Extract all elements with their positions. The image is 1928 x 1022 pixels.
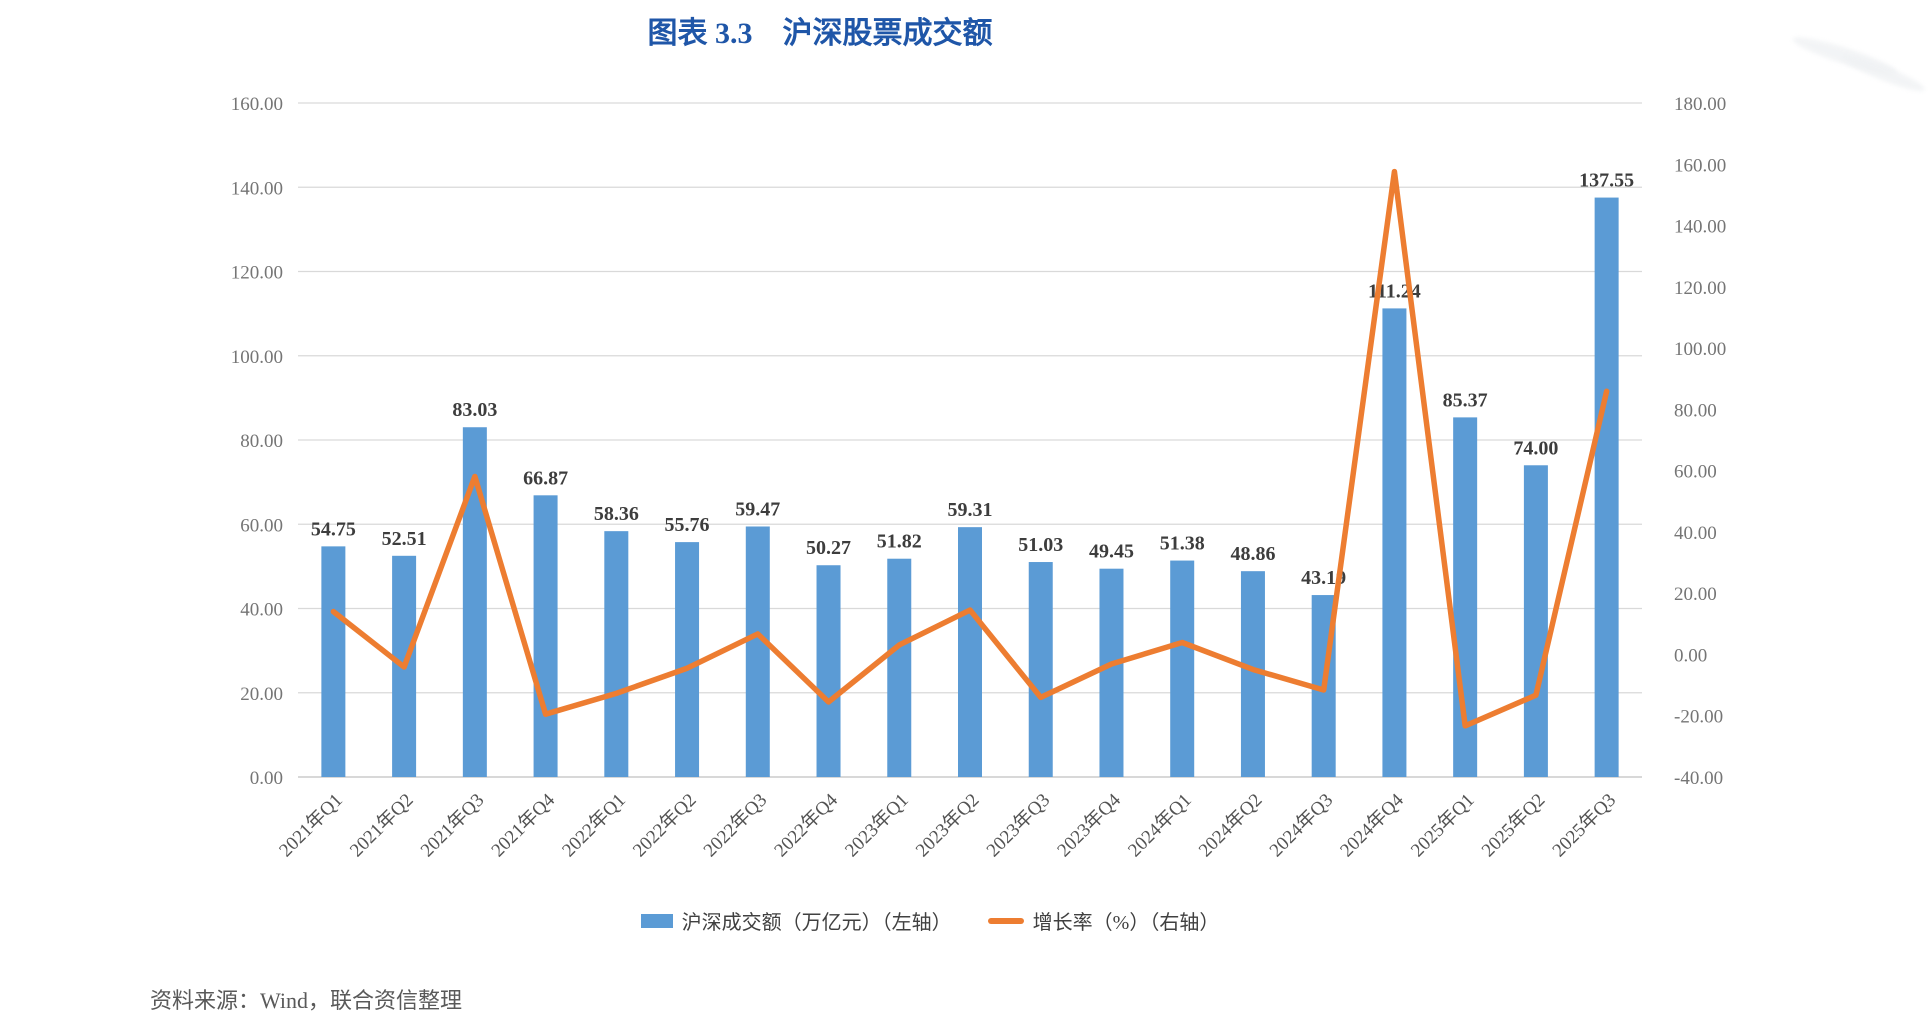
line-series-label: 增长率（%）（右轴） bbox=[1032, 912, 1220, 934]
right-axis-tick-label: 180.00 bbox=[1674, 94, 1726, 115]
bar-value-label: 51.82 bbox=[877, 531, 922, 553]
x-axis-category-label: 2021年Q3 bbox=[416, 789, 488, 861]
right-axis-tick-label: 140.00 bbox=[1674, 217, 1726, 238]
left-axis-tick-label: 160.00 bbox=[231, 94, 283, 115]
x-axis-category-label: 2024年Q3 bbox=[1265, 789, 1337, 861]
bar bbox=[604, 531, 629, 777]
left-axis-tick-label: 0.00 bbox=[250, 768, 283, 789]
x-axis-category-label: 2024年Q2 bbox=[1194, 789, 1266, 861]
bar bbox=[816, 565, 841, 777]
bar bbox=[1028, 562, 1053, 777]
x-axis-category-label: 2023年Q3 bbox=[982, 789, 1054, 861]
bar-value-label: 54.75 bbox=[311, 518, 356, 540]
bar-value-label: 59.47 bbox=[735, 498, 780, 520]
x-axis-category-label: 2025年Q2 bbox=[1477, 789, 1549, 861]
bar bbox=[321, 546, 346, 777]
x-axis-category-label: 2021年Q4 bbox=[487, 789, 560, 862]
right-axis-tick-label: 80.00 bbox=[1674, 400, 1717, 421]
left-axis-tick-label: 120.00 bbox=[231, 263, 283, 284]
bar bbox=[1099, 568, 1124, 777]
bar bbox=[1170, 560, 1195, 777]
x-axis-category-label: 2024年Q1 bbox=[1123, 789, 1195, 861]
left-axis-tick-label: 60.00 bbox=[240, 515, 283, 536]
x-axis-category-label: 2021年Q2 bbox=[345, 789, 417, 861]
bar-value-label: 83.03 bbox=[452, 399, 497, 421]
right-axis-tick-label: 100.00 bbox=[1674, 339, 1726, 360]
bar-value-label: 58.36 bbox=[594, 503, 639, 525]
right-axis-tick-label: 40.00 bbox=[1674, 523, 1717, 544]
bar-value-label: 52.51 bbox=[382, 528, 427, 550]
x-axis-category-label: 2024年Q4 bbox=[1336, 789, 1409, 862]
bar bbox=[675, 542, 700, 777]
bar-value-label: 55.76 bbox=[665, 514, 710, 536]
bar-value-label: 74.00 bbox=[1513, 437, 1558, 459]
right-axis-tick-label: 60.00 bbox=[1674, 462, 1717, 483]
bar-value-label: 66.87 bbox=[523, 467, 568, 489]
x-axis-category-label: 2022年Q1 bbox=[558, 789, 630, 861]
bar bbox=[1594, 197, 1619, 777]
bar-series-label: 沪深成交额（万亿元）（左轴） bbox=[681, 912, 952, 934]
left-axis-tick-label: 40.00 bbox=[240, 600, 283, 621]
bar bbox=[1523, 465, 1548, 777]
bar-value-label: 50.27 bbox=[806, 537, 851, 559]
x-axis-category-label: 2025年Q1 bbox=[1406, 789, 1478, 861]
chart-legend: 沪深成交额（万亿元）（左轴） 增长率（%）（右轴） bbox=[140, 906, 1720, 935]
bar bbox=[745, 526, 770, 777]
bar-value-label: 137.55 bbox=[1579, 170, 1634, 192]
source-note: 资料来源：Wind，联合资信整理 bbox=[150, 988, 462, 1013]
right-axis-tick-label: 20.00 bbox=[1674, 584, 1717, 605]
bar bbox=[1382, 308, 1407, 777]
right-axis-tick-label: 0.00 bbox=[1674, 645, 1707, 666]
x-axis-category-label: 2022年Q3 bbox=[699, 789, 771, 861]
line-series-swatch bbox=[987, 917, 1024, 924]
x-axis-category-label: 2025年Q3 bbox=[1548, 789, 1620, 861]
growth-rate-line bbox=[330, 168, 1610, 729]
left-axis-tick-label: 80.00 bbox=[240, 431, 283, 452]
bar-value-label: 43.19 bbox=[1301, 567, 1346, 589]
x-axis-category-label: 2023年Q1 bbox=[841, 789, 913, 861]
right-axis-tick-label: -20.00 bbox=[1674, 707, 1723, 728]
right-axis-tick-label: -40.00 bbox=[1674, 768, 1723, 789]
x-axis-category-label: 2023年Q2 bbox=[911, 789, 983, 861]
x-axis-category-label: 2021年Q1 bbox=[275, 789, 347, 861]
bar bbox=[958, 527, 982, 777]
bar-value-label: 48.86 bbox=[1230, 543, 1275, 565]
bar-value-label: 59.31 bbox=[948, 499, 993, 521]
bar bbox=[533, 495, 558, 777]
x-axis-category-label: 2022年Q4 bbox=[770, 789, 843, 862]
bar bbox=[887, 558, 912, 777]
bar-value-label: 85.37 bbox=[1443, 389, 1488, 411]
legend-item-line-series: 增长率（%）（右轴） bbox=[987, 906, 1220, 935]
x-axis-category-label: 2022年Q2 bbox=[628, 789, 700, 861]
bar-value-label: 49.45 bbox=[1089, 541, 1134, 563]
x-axis-category-label: 2023年Q4 bbox=[1053, 789, 1126, 862]
bar-value-label: 51.38 bbox=[1160, 533, 1205, 555]
bar-series-swatch bbox=[640, 913, 673, 928]
left-axis-tick-label: 140.00 bbox=[231, 178, 283, 199]
bar-value-label: 51.03 bbox=[1018, 534, 1063, 556]
right-axis-tick-label: 160.00 bbox=[1674, 155, 1726, 176]
left-axis-tick-label: 20.00 bbox=[240, 684, 283, 705]
right-axis-tick-label: 120.00 bbox=[1674, 278, 1726, 299]
legend-item-bar-series: 沪深成交额（万亿元）（左轴） bbox=[640, 906, 952, 935]
chart-title: 图表 3.3 沪深股票成交额 bbox=[647, 17, 993, 50]
left-axis-tick-label: 100.00 bbox=[231, 347, 283, 368]
